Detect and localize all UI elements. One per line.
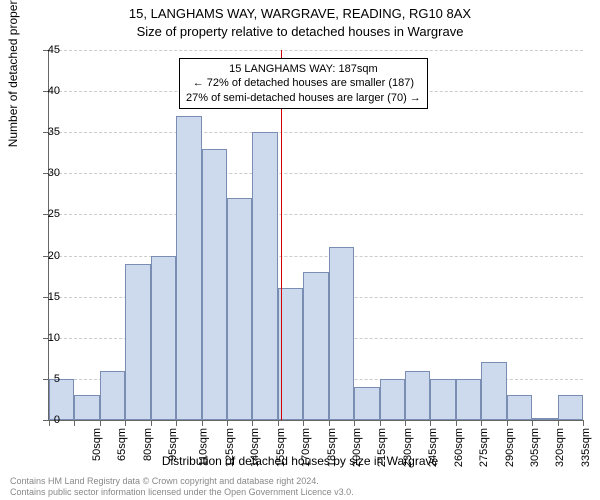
histogram-bar [558,395,583,420]
x-tick [380,420,381,426]
chart-container: 15, LANGHAMS WAY, WARGRAVE, READING, RG1… [0,0,600,500]
histogram-bar [354,387,379,420]
y-axis-title: Number of detached properties [6,0,20,147]
grid-line [49,132,583,133]
x-tick [532,420,533,426]
histogram-bar [329,247,354,420]
x-tick [481,420,482,426]
histogram-bar [100,371,125,420]
x-tick [278,420,279,426]
annotation-box: 15 LANGHAMS WAY: 187sqm← 72% of detached… [179,58,428,109]
histogram-bar [176,116,201,420]
x-tick [507,420,508,426]
plot-area: 50sqm65sqm80sqm95sqm110sqm125sqm140sqm15… [48,50,583,421]
x-tick [354,420,355,426]
grid-line [49,256,583,257]
histogram-bar [430,379,455,420]
y-tick-label: 15 [34,291,60,303]
histogram-bar [74,395,99,420]
histogram-bar [380,379,405,420]
x-tick [303,420,304,426]
chart-title-sub: Size of property relative to detached ho… [0,24,600,39]
chart-title-main: 15, LANGHAMS WAY, WARGRAVE, READING, RG1… [0,6,600,21]
histogram-bar [481,362,506,420]
x-tick [583,420,584,426]
x-tick [252,420,253,426]
y-tick-label: 35 [34,126,60,138]
grid-line [49,173,583,174]
y-tick-label: 40 [34,85,60,97]
y-tick-label: 45 [34,44,60,56]
x-tick [202,420,203,426]
histogram-bar [405,371,430,420]
grid-line [49,214,583,215]
footer-attribution: Contains HM Land Registry data © Crown c… [10,476,354,498]
y-tick-label: 0 [34,414,60,426]
x-tick [405,420,406,426]
x-tick [151,420,152,426]
x-tick [456,420,457,426]
y-tick-label: 30 [34,167,60,179]
x-tick [558,420,559,426]
grid-line [49,50,583,51]
histogram-bar [507,395,532,420]
histogram-bar [456,379,481,420]
x-axis-title: Distribution of detached houses by size … [0,454,600,468]
footer-line1: Contains HM Land Registry data © Crown c… [10,476,354,487]
y-tick-label: 10 [34,332,60,344]
annotation-line1: 15 LANGHAMS WAY: 187sqm [186,62,421,76]
annotation-line2: ← 72% of detached houses are smaller (18… [186,76,421,90]
footer-line2: Contains public sector information licen… [10,487,354,498]
histogram-bar [125,264,150,420]
histogram-bar [202,149,227,420]
y-tick-label: 20 [34,250,60,262]
x-tick [430,420,431,426]
x-tick [74,420,75,426]
x-tick [100,420,101,426]
histogram-bar [151,256,176,420]
y-tick-label: 5 [34,373,60,385]
histogram-bar [227,198,252,420]
x-tick [227,420,228,426]
histogram-bar [532,418,557,420]
x-tick [125,420,126,426]
annotation-line3: 27% of semi-detached houses are larger (… [186,91,421,105]
y-tick-label: 25 [34,208,60,220]
histogram-bar [252,132,277,420]
x-tick [329,420,330,426]
histogram-bar [303,272,328,420]
x-tick [176,420,177,426]
